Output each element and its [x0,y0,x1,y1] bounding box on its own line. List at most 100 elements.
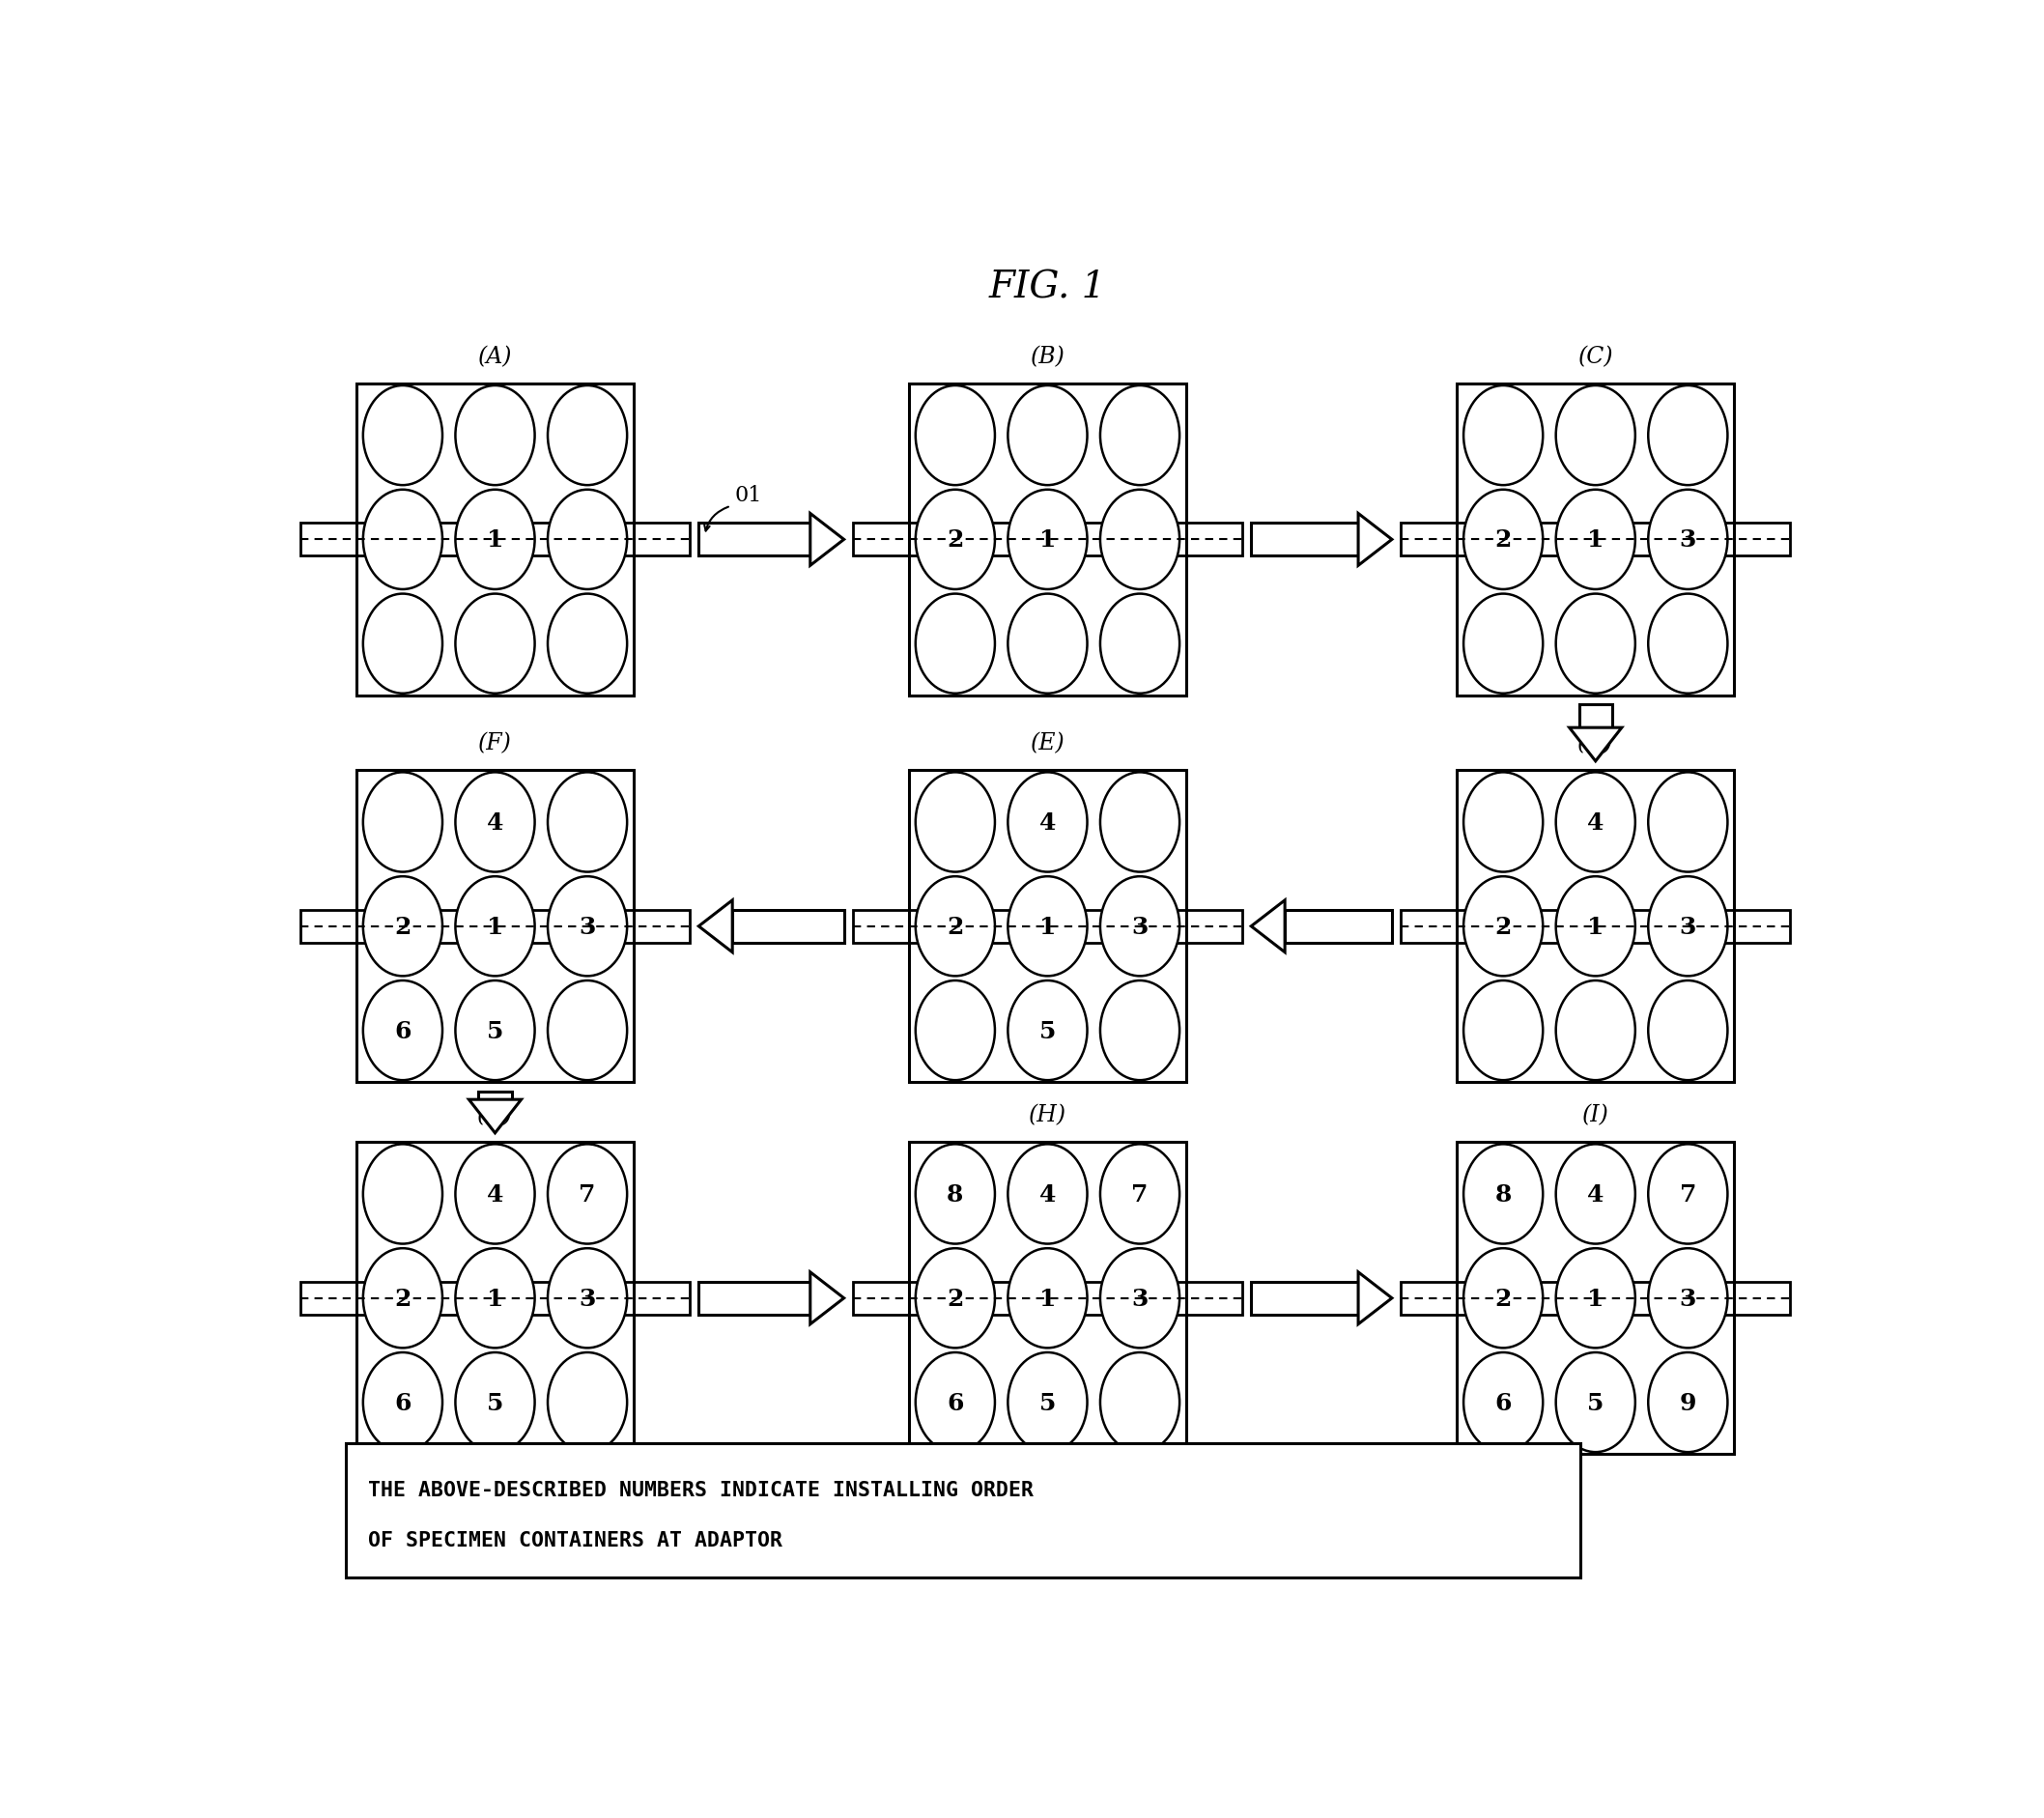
Ellipse shape [1464,1353,1543,1453]
Ellipse shape [1464,773,1543,873]
Text: (C): (C) [1578,345,1613,367]
Ellipse shape [456,1249,536,1349]
Ellipse shape [1555,1145,1635,1244]
Ellipse shape [1100,1353,1179,1453]
Text: 8: 8 [1494,1184,1513,1205]
Ellipse shape [1008,982,1087,1080]
Bar [699,524,809,556]
Ellipse shape [1647,594,1727,694]
Polygon shape [809,1273,844,1324]
Text: 2: 2 [946,1287,963,1311]
Bar [910,1142,1186,1454]
Text: 3: 3 [1680,529,1697,551]
Ellipse shape [916,876,995,976]
Ellipse shape [548,1145,628,1244]
Text: (F): (F) [478,733,511,754]
Text: (G): (G) [476,1104,513,1125]
Ellipse shape [1647,385,1727,485]
Ellipse shape [1555,1249,1635,1349]
Polygon shape [699,900,732,953]
Ellipse shape [1100,594,1179,694]
Ellipse shape [1464,491,1543,589]
Polygon shape [468,1100,521,1133]
Ellipse shape [1555,491,1635,589]
Polygon shape [1357,1273,1392,1324]
Text: 1: 1 [486,529,503,551]
Bar [478,1091,511,1100]
Bar [1580,705,1613,729]
Ellipse shape [1100,385,1179,485]
Text: 1: 1 [486,1287,503,1311]
Text: OF SPECIMEN CONTAINERS AT ADAPTOR: OF SPECIMEN CONTAINERS AT ADAPTOR [368,1531,783,1549]
Ellipse shape [364,594,442,694]
Ellipse shape [364,982,442,1080]
Text: 2: 2 [946,914,963,938]
Ellipse shape [916,1145,995,1244]
Ellipse shape [1464,1145,1543,1244]
Text: 01: 01 [734,485,762,505]
Text: 5: 5 [1038,1020,1057,1042]
Text: (A): (A) [478,345,513,367]
Ellipse shape [1555,594,1635,694]
Ellipse shape [456,1145,536,1244]
Ellipse shape [1647,1145,1727,1244]
Text: THE ABOVE-DESCRIBED NUMBERS INDICATE INSTALLING ORDER: THE ABOVE-DESCRIBED NUMBERS INDICATE INS… [368,1480,1034,1500]
Bar [732,911,844,944]
Text: 2: 2 [1494,529,1513,551]
Text: (I): (I) [1582,1104,1609,1125]
Ellipse shape [364,1353,442,1453]
Text: 9: 9 [1680,1391,1697,1414]
Bar [345,1443,1580,1578]
Ellipse shape [456,773,536,873]
Text: 6: 6 [1494,1391,1513,1414]
Ellipse shape [456,594,536,694]
Text: 4: 4 [1586,1184,1605,1205]
Bar [1400,524,1791,556]
Ellipse shape [1647,491,1727,589]
Text: 2: 2 [1494,1287,1513,1311]
Bar [300,911,689,944]
Bar [1457,771,1733,1084]
Text: 2: 2 [1494,914,1513,938]
Bar [356,1142,634,1454]
Text: 7: 7 [1680,1184,1697,1205]
Ellipse shape [916,982,995,1080]
Ellipse shape [916,773,995,873]
Text: 3: 3 [578,1287,595,1311]
Ellipse shape [364,876,442,976]
Bar [1400,911,1791,944]
Ellipse shape [548,982,628,1080]
Ellipse shape [1464,385,1543,485]
Ellipse shape [456,876,536,976]
Ellipse shape [1647,773,1727,873]
Text: 8: 8 [946,1184,963,1205]
Bar [1400,1282,1791,1314]
Ellipse shape [456,1353,536,1453]
Text: (H): (H) [1028,1104,1067,1125]
Bar [300,1282,689,1314]
Ellipse shape [456,385,536,485]
Text: 6: 6 [946,1391,963,1414]
Polygon shape [1570,729,1621,762]
Ellipse shape [916,491,995,589]
Text: 1: 1 [1038,529,1057,551]
Polygon shape [1357,514,1392,565]
Text: 1: 1 [1038,1287,1057,1311]
Bar [1457,1142,1733,1454]
Ellipse shape [548,1353,628,1453]
Text: 1: 1 [1586,914,1605,938]
Text: 1: 1 [1586,529,1605,551]
Ellipse shape [456,491,536,589]
Text: 5: 5 [486,1020,503,1042]
Text: FIG. 1: FIG. 1 [989,269,1106,305]
Ellipse shape [1555,982,1635,1080]
Ellipse shape [364,1249,442,1349]
Ellipse shape [1100,1145,1179,1244]
Bar [852,524,1243,556]
Text: 5: 5 [1586,1391,1605,1414]
Text: 2: 2 [946,529,963,551]
Ellipse shape [1647,876,1727,976]
Bar [356,384,634,696]
Ellipse shape [548,1249,628,1349]
Ellipse shape [364,491,442,589]
